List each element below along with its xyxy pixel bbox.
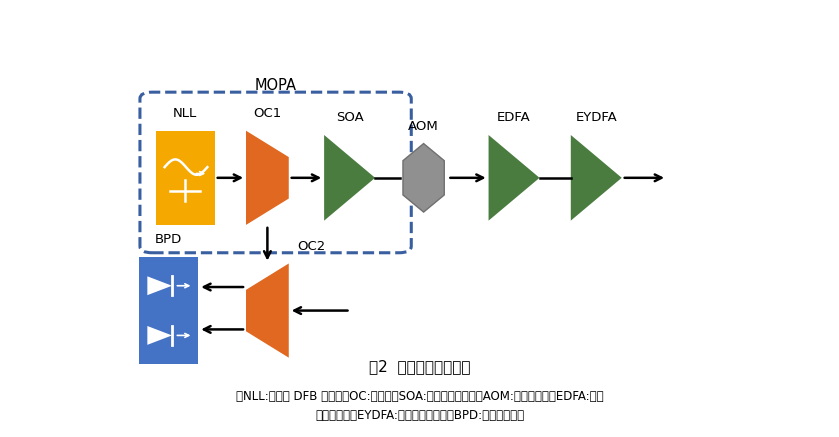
Polygon shape: [148, 326, 172, 345]
Bar: [155, 131, 215, 225]
Polygon shape: [246, 264, 289, 357]
Bar: [139, 257, 198, 364]
Polygon shape: [571, 135, 622, 221]
Text: MOPA: MOPA: [254, 79, 297, 94]
Text: EYDFA: EYDFA: [576, 111, 618, 124]
Text: AOM: AOM: [409, 120, 439, 133]
Text: （NLL:窄线宽 DFB 激光器；OC:分光器；SOA:半导体光放大器；AOM:声光调制器；EDFA:掺铒: （NLL:窄线宽 DFB 激光器；OC:分光器；SOA:半导体光放大器；AOM:…: [236, 390, 603, 403]
Polygon shape: [488, 135, 539, 221]
Text: OC1: OC1: [253, 107, 282, 120]
Text: BPD: BPD: [155, 233, 182, 246]
Text: EDFA: EDFA: [498, 111, 531, 124]
Polygon shape: [246, 131, 289, 225]
Polygon shape: [324, 135, 375, 221]
Text: SOA: SOA: [336, 111, 363, 124]
Text: NLL: NLL: [173, 107, 197, 120]
Polygon shape: [148, 276, 172, 295]
Text: 光纤放大器；EYDFA:掺镱光纤放大器；BPD:平衡探测器）: 光纤放大器；EYDFA:掺镱光纤放大器；BPD:平衡探测器）: [315, 409, 524, 422]
Text: OC2: OC2: [297, 240, 326, 253]
Polygon shape: [403, 143, 445, 212]
Text: 图2  测风雷达光路框图: 图2 测风雷达光路框图: [369, 359, 470, 374]
